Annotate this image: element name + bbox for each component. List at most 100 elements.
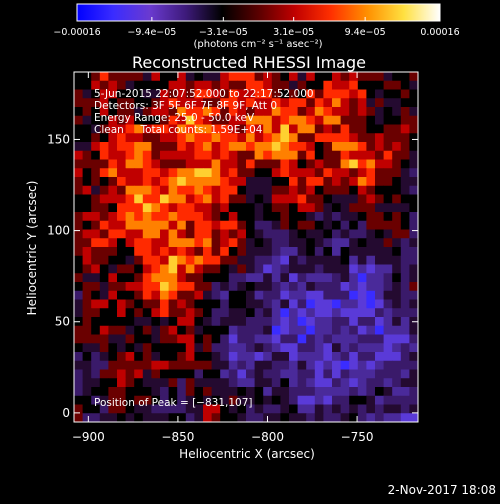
- heatmap-cell: [297, 124, 307, 134]
- heatmap-cell: [297, 360, 307, 370]
- heatmap-cell: [332, 413, 341, 423]
- heatmap-cell: [392, 220, 402, 230]
- heatmap-cell: [271, 290, 281, 300]
- heatmap-cell: [289, 273, 298, 283]
- heatmap-cell: [142, 325, 152, 335]
- heatmap-cell: [151, 343, 161, 353]
- heatmap-cell: [108, 299, 118, 309]
- heatmap-cell: [160, 273, 169, 283]
- heatmap-cell: [142, 177, 152, 187]
- heatmap-cell: [108, 185, 118, 195]
- heatmap-cell: [280, 107, 290, 117]
- heatmap-cell: [99, 229, 109, 239]
- heatmap-cell: [314, 413, 324, 423]
- heatmap-cell: [366, 343, 376, 353]
- heatmap-cell: [91, 334, 101, 344]
- heatmap-cell: [160, 203, 169, 213]
- heatmap-cell: [340, 387, 350, 397]
- heatmap-cell: [194, 177, 204, 187]
- heatmap-cell: [246, 89, 255, 99]
- heatmap-cell: [91, 229, 101, 239]
- heatmap-cell: [108, 89, 118, 99]
- heatmap-cell: [220, 150, 230, 160]
- heatmap-cell: [366, 360, 376, 370]
- heatmap-cell: [271, 229, 281, 239]
- heatmap-cell: [134, 159, 144, 169]
- heatmap-cell: [349, 395, 359, 405]
- heatmap-cell: [151, 238, 161, 248]
- heatmap-cell: [177, 273, 187, 283]
- heatmap-cell: [392, 80, 402, 90]
- heatmap-cell: [323, 229, 333, 239]
- annotation-detectors: Detectors: 3F 5F 6F 7F 8F 9F, Att 0: [94, 100, 277, 112]
- heatmap-cell: [177, 247, 187, 257]
- heatmap-cell: [297, 142, 307, 152]
- heatmap-cell: [185, 212, 195, 222]
- heatmap-cell: [211, 369, 221, 379]
- heatmap-cell: [332, 142, 341, 152]
- heatmap-cell: [151, 378, 161, 388]
- heatmap-cell: [366, 229, 376, 239]
- heatmap-cell: [246, 299, 255, 309]
- heatmap-cell: [297, 404, 307, 414]
- heatmap-cell: [254, 308, 264, 318]
- heatmap-cell: [99, 194, 109, 204]
- heatmap-cell: [289, 133, 298, 143]
- heatmap-cell: [82, 255, 92, 265]
- heatmap-cell: [306, 387, 316, 397]
- heatmap-cell: [117, 212, 126, 222]
- heatmap-cell: [134, 194, 144, 204]
- heatmap-cell: [400, 290, 410, 300]
- heatmap-cell: [306, 343, 316, 353]
- heatmap-cell: [306, 273, 316, 283]
- heatmap-cell: [323, 282, 333, 292]
- heatmap-cell: [271, 308, 281, 318]
- heatmap-cell: [280, 194, 290, 204]
- heatmap-cell: [82, 177, 92, 187]
- heatmap-cell: [211, 220, 221, 230]
- heatmap-cell: [99, 115, 109, 125]
- heatmap-cell: [280, 282, 290, 292]
- heatmap-cell: [160, 317, 169, 327]
- heatmap-cell: [134, 133, 144, 143]
- heatmap-cell: [366, 317, 376, 327]
- heatmap-cell: [74, 168, 83, 178]
- heatmap-cell: [280, 159, 290, 169]
- heatmap-cell: [108, 360, 118, 370]
- heatmap-cell: [332, 89, 341, 99]
- heatmap-cell: [392, 264, 402, 274]
- heatmap-cell: [117, 98, 126, 108]
- heatmap-cell: [357, 413, 367, 423]
- heatmap-cell: [392, 150, 402, 160]
- heatmap-cell: [306, 229, 316, 239]
- heatmap-cell: [194, 387, 204, 397]
- heatmap-cell: [220, 107, 230, 117]
- heatmap-cell: [314, 72, 324, 82]
- heatmap-cell: [280, 203, 290, 213]
- heatmap-cell: [314, 220, 324, 230]
- heatmap-cell: [203, 238, 212, 248]
- heatmap-cell: [99, 124, 109, 134]
- heatmap-cell: [220, 387, 230, 397]
- heatmap-cell: [168, 369, 178, 379]
- heatmap-cell: [160, 89, 169, 99]
- heatmap-cell: [168, 150, 178, 160]
- heatmap-cell: [297, 133, 307, 143]
- heatmap-cell: [323, 177, 333, 187]
- heatmap-cell: [366, 264, 376, 274]
- heatmap-cell: [99, 308, 109, 318]
- heatmap-cell: [228, 177, 238, 187]
- heatmap-cell: [383, 299, 393, 309]
- heatmap-cell: [246, 159, 255, 169]
- heatmap-cell: [375, 203, 384, 213]
- heatmap-cell: [194, 133, 204, 143]
- heatmap-cell: [349, 360, 359, 370]
- heatmap-cell: [366, 273, 376, 283]
- heatmap-cell: [375, 334, 384, 344]
- heatmap-cell: [332, 238, 341, 248]
- heatmap-cell: [383, 369, 393, 379]
- heatmap-cell: [409, 264, 419, 274]
- heatmap-cell: [409, 308, 419, 318]
- heatmap-cell: [297, 194, 307, 204]
- heatmap-cell: [74, 238, 83, 248]
